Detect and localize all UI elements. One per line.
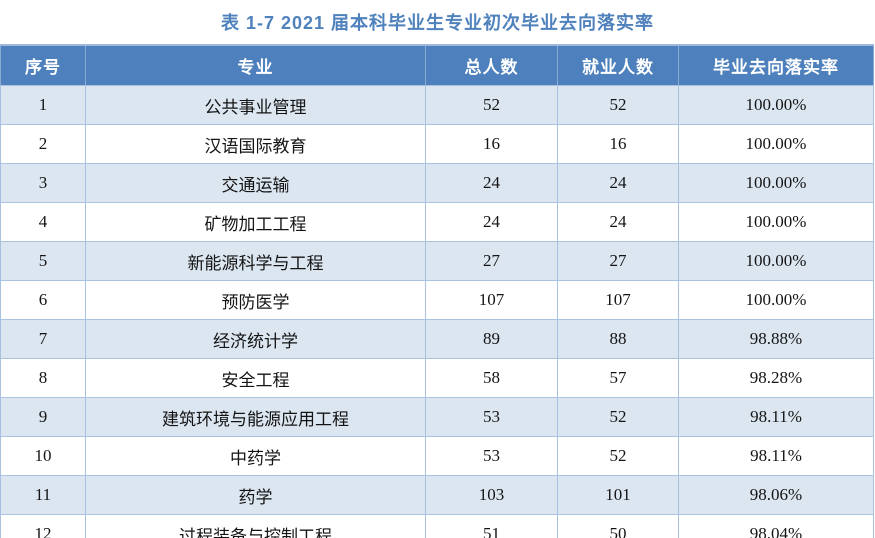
cell-rate: 98.06% xyxy=(678,475,874,515)
cell-no: 11 xyxy=(0,475,86,515)
employment-rate-table: 序号 专业 总人数 就业人数 毕业去向落实率 1 公共事业管理 52 52 10… xyxy=(0,44,874,538)
cell-major: 交通运输 xyxy=(85,163,426,203)
column-header-rate: 毕业去向落实率 xyxy=(678,44,874,86)
cell-employed: 24 xyxy=(557,202,679,242)
table-title: 表 1-7 2021 届本科毕业生专业初次毕业去向落实率 xyxy=(220,13,655,33)
cell-no: 10 xyxy=(0,436,86,476)
cell-no: 2 xyxy=(0,124,86,164)
cell-no: 12 xyxy=(0,514,86,538)
table-row: 12 过程装备与控制工程 51 50 98.04% xyxy=(0,514,874,538)
cell-rate: 100.00% xyxy=(678,280,874,320)
cell-total: 53 xyxy=(425,436,558,476)
cell-major: 汉语国际教育 xyxy=(85,124,426,164)
column-header-employed: 就业人数 xyxy=(557,44,679,86)
cell-no: 4 xyxy=(0,202,86,242)
cell-employed: 52 xyxy=(557,397,679,437)
cell-no: 7 xyxy=(0,319,86,359)
table-row: 5 新能源科学与工程 27 27 100.00% xyxy=(0,241,874,281)
column-header-no: 序号 xyxy=(0,44,86,86)
cell-total: 24 xyxy=(425,202,558,242)
table-row: 6 预防医学 107 107 100.00% xyxy=(0,280,874,320)
cell-rate: 98.11% xyxy=(678,397,874,437)
cell-major: 过程装备与控制工程 xyxy=(85,514,426,538)
cell-rate: 100.00% xyxy=(678,85,874,125)
title-bar: 表 1-7 2021 届本科毕业生专业初次毕业去向落实率 xyxy=(0,0,875,44)
cell-total: 89 xyxy=(425,319,558,359)
cell-major: 安全工程 xyxy=(85,358,426,398)
cell-rate: 100.00% xyxy=(678,241,874,281)
cell-total: 58 xyxy=(425,358,558,398)
cell-no: 9 xyxy=(0,397,86,437)
table-row: 4 矿物加工工程 24 24 100.00% xyxy=(0,202,874,242)
cell-rate: 100.00% xyxy=(678,202,874,242)
table-row: 1 公共事业管理 52 52 100.00% xyxy=(0,85,874,125)
cell-employed: 27 xyxy=(557,241,679,281)
cell-major: 中药学 xyxy=(85,436,426,476)
cell-no: 5 xyxy=(0,241,86,281)
cell-rate: 98.11% xyxy=(678,436,874,476)
cell-employed: 88 xyxy=(557,319,679,359)
cell-employed: 24 xyxy=(557,163,679,203)
cell-no: 6 xyxy=(0,280,86,320)
cell-total: 24 xyxy=(425,163,558,203)
table-row: 10 中药学 53 52 98.11% xyxy=(0,436,874,476)
cell-total: 103 xyxy=(425,475,558,515)
table-row: 3 交通运输 24 24 100.00% xyxy=(0,163,874,203)
cell-no: 3 xyxy=(0,163,86,203)
table-row: 9 建筑环境与能源应用工程 53 52 98.11% xyxy=(0,397,874,437)
cell-major: 预防医学 xyxy=(85,280,426,320)
cell-rate: 100.00% xyxy=(678,124,874,164)
table-row: 7 经济统计学 89 88 98.88% xyxy=(0,319,874,359)
cell-total: 52 xyxy=(425,85,558,125)
cell-employed: 101 xyxy=(557,475,679,515)
cell-employed: 50 xyxy=(557,514,679,538)
cell-total: 53 xyxy=(425,397,558,437)
cell-major: 经济统计学 xyxy=(85,319,426,359)
cell-employed: 52 xyxy=(557,436,679,476)
table-header-row: 序号 专业 总人数 就业人数 毕业去向落实率 xyxy=(0,44,874,86)
cell-major: 公共事业管理 xyxy=(85,85,426,125)
cell-total: 16 xyxy=(425,124,558,164)
cell-employed: 107 xyxy=(557,280,679,320)
table-body: 1 公共事业管理 52 52 100.00% 2 汉语国际教育 16 16 10… xyxy=(0,85,874,538)
cell-rate: 98.28% xyxy=(678,358,874,398)
column-header-major: 专业 xyxy=(85,44,426,86)
cell-total: 27 xyxy=(425,241,558,281)
cell-major: 新能源科学与工程 xyxy=(85,241,426,281)
table-row: 11 药学 103 101 98.06% xyxy=(0,475,874,515)
cell-rate: 100.00% xyxy=(678,163,874,203)
cell-major: 建筑环境与能源应用工程 xyxy=(85,397,426,437)
cell-major: 矿物加工工程 xyxy=(85,202,426,242)
column-header-total: 总人数 xyxy=(425,44,558,86)
cell-no: 8 xyxy=(0,358,86,398)
cell-total: 51 xyxy=(425,514,558,538)
table-row: 8 安全工程 58 57 98.28% xyxy=(0,358,874,398)
cell-major: 药学 xyxy=(85,475,426,515)
cell-total: 107 xyxy=(425,280,558,320)
cell-employed: 52 xyxy=(557,85,679,125)
cell-rate: 98.88% xyxy=(678,319,874,359)
cell-employed: 16 xyxy=(557,124,679,164)
cell-rate: 98.04% xyxy=(678,514,874,538)
cell-employed: 57 xyxy=(557,358,679,398)
table-row: 2 汉语国际教育 16 16 100.00% xyxy=(0,124,874,164)
cell-no: 1 xyxy=(0,85,86,125)
